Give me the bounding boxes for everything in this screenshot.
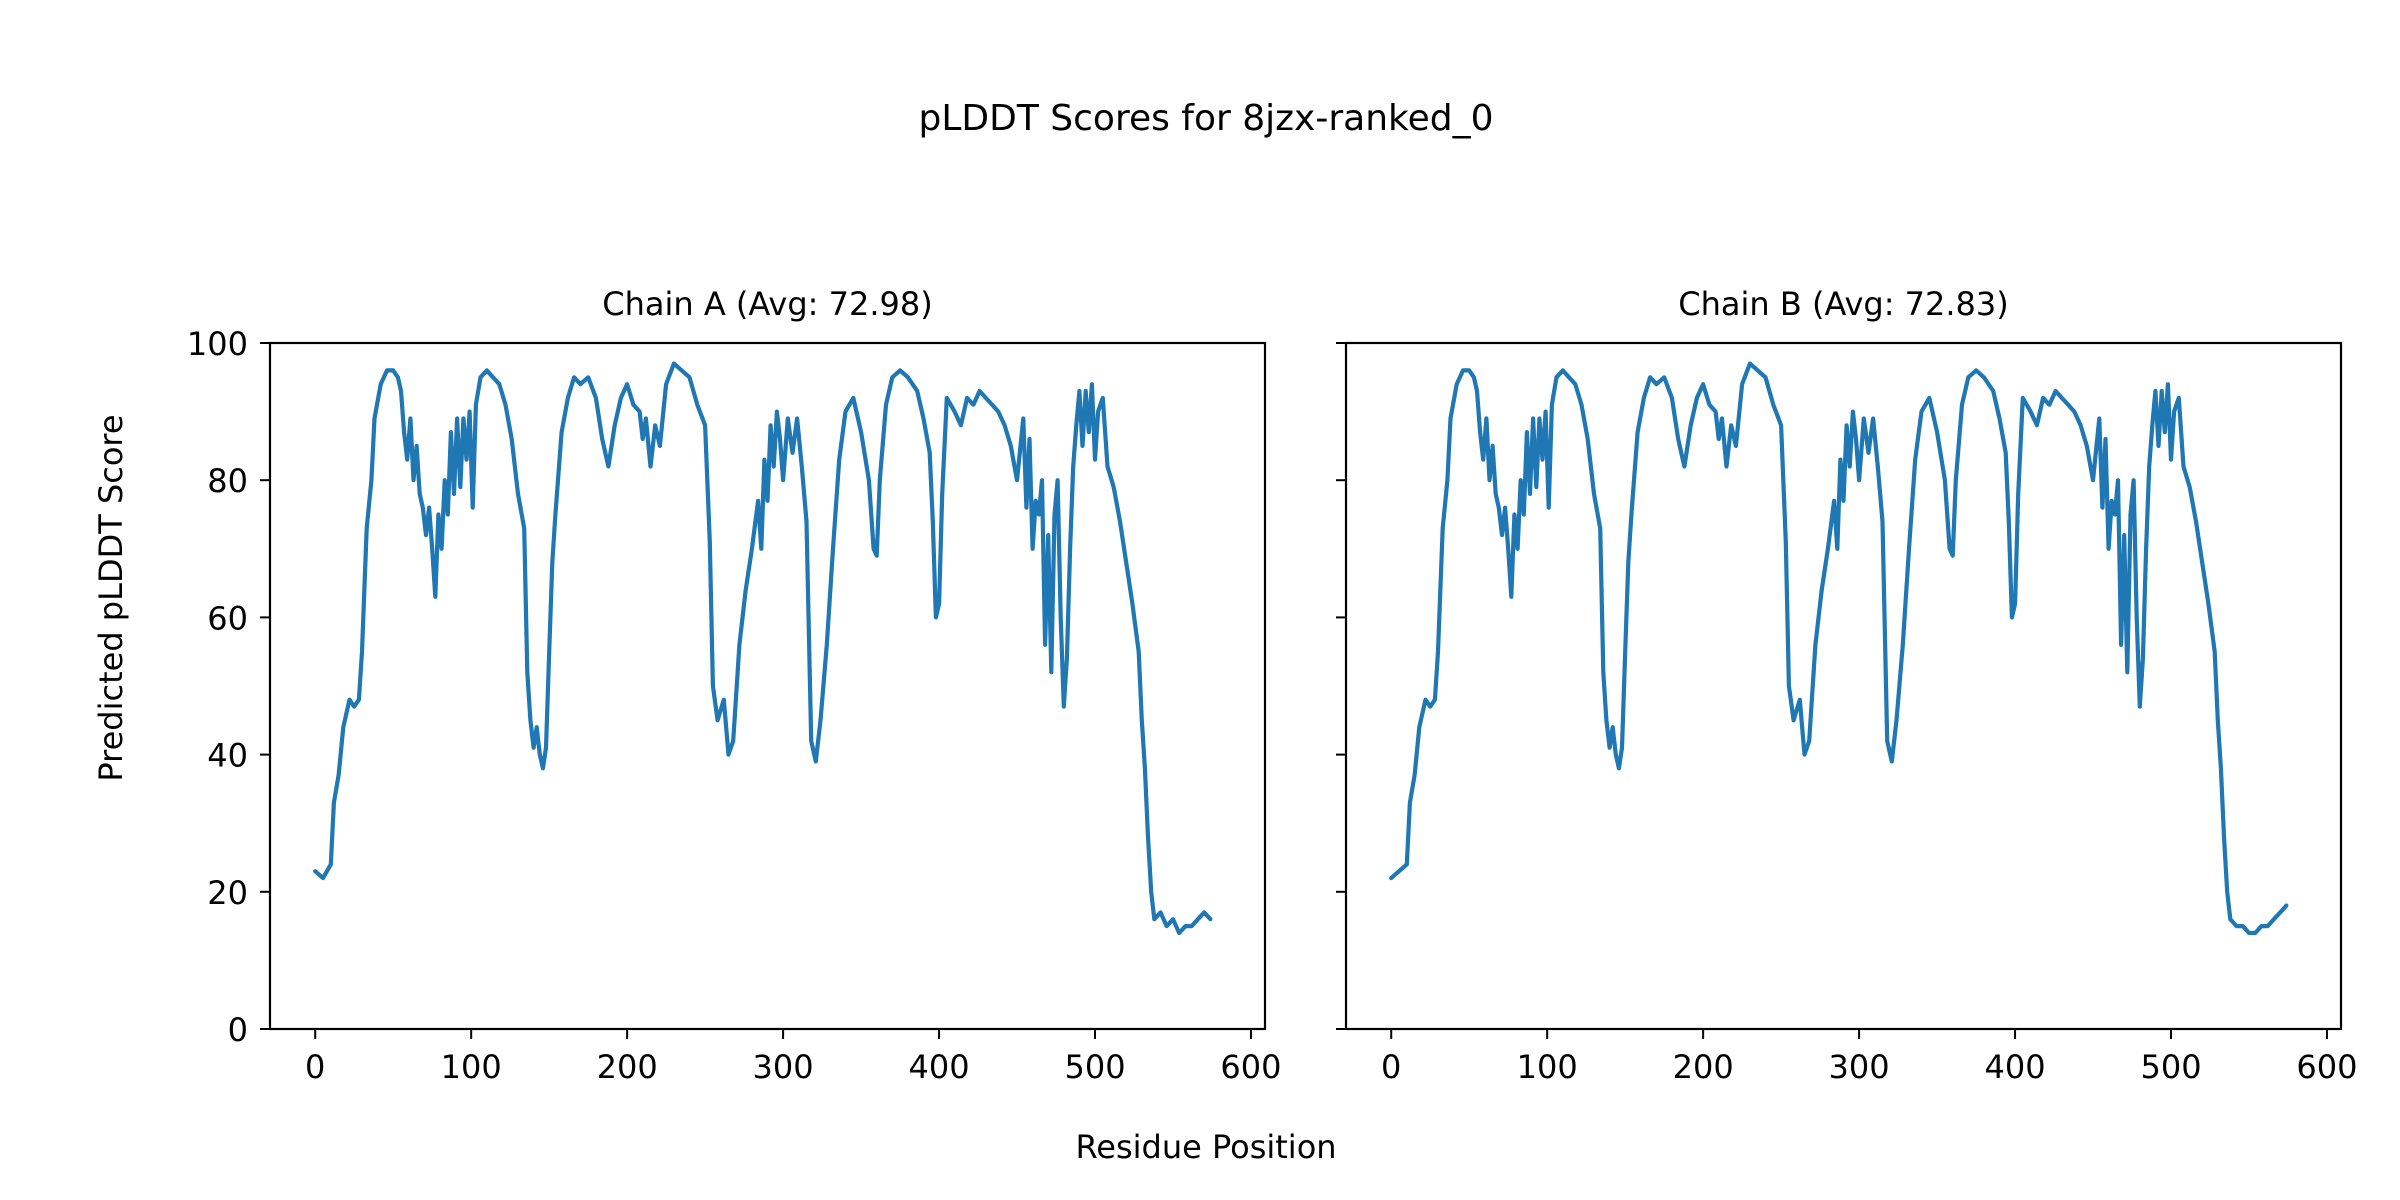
x-tick-label: 500	[1064, 1048, 1125, 1086]
x-tick-label: 200	[597, 1048, 658, 1086]
figure-title: pLDDT Scores for 8jzx-ranked_0	[919, 98, 1494, 139]
y-axis-label: Predicted pLDDT Score	[92, 414, 130, 781]
panel-title: Chain B (Avg: 72.83)	[1678, 285, 2009, 323]
x-tick-label: 200	[1673, 1048, 1734, 1086]
y-tick-label: 80	[207, 462, 248, 500]
x-tick-label: 300	[753, 1048, 814, 1086]
x-tick-label: 100	[441, 1048, 502, 1086]
plddt-line	[313, 361, 1213, 936]
x-tick-label: 0	[305, 1048, 325, 1086]
panel-chain-b: Chain B (Avg: 72.83) 0 100 200 300 400 500 600	[1336, 285, 2358, 1086]
x-tick-label: 500	[2140, 1048, 2201, 1086]
y-tick-label: 20	[207, 874, 248, 912]
x-tick-label: 100	[1517, 1048, 1578, 1086]
x-tick-label: 600	[2296, 1048, 2357, 1086]
x-axis-label: Residue Position	[1075, 1128, 1336, 1166]
x-tick-label: 300	[1829, 1048, 1890, 1086]
axes-frame	[268, 341, 1267, 1031]
axes-frame	[1344, 341, 2343, 1031]
x-tick-label: 400	[909, 1048, 970, 1086]
panels: Chain A (Avg: 72.98)0 100 200 300 400 500 6000…	[187, 285, 2358, 1086]
y-tick-label: 0	[228, 1011, 248, 1049]
x-tick-label: 0	[1381, 1048, 1401, 1086]
x-tick-label: 400	[1985, 1048, 2046, 1086]
y-tick-label: 100	[187, 325, 248, 363]
y-tick-label: 60	[207, 599, 248, 637]
y-tick-label: 40	[207, 737, 248, 775]
panel-chain-a: Chain A (Avg: 72.98) 0 100 200 300 400 500 600 0…	[187, 285, 1282, 1086]
x-tick-label: 600	[1220, 1048, 1281, 1086]
panel-title: Chain A (Avg: 72.98)	[602, 285, 932, 323]
plddt-line	[1389, 361, 2289, 936]
